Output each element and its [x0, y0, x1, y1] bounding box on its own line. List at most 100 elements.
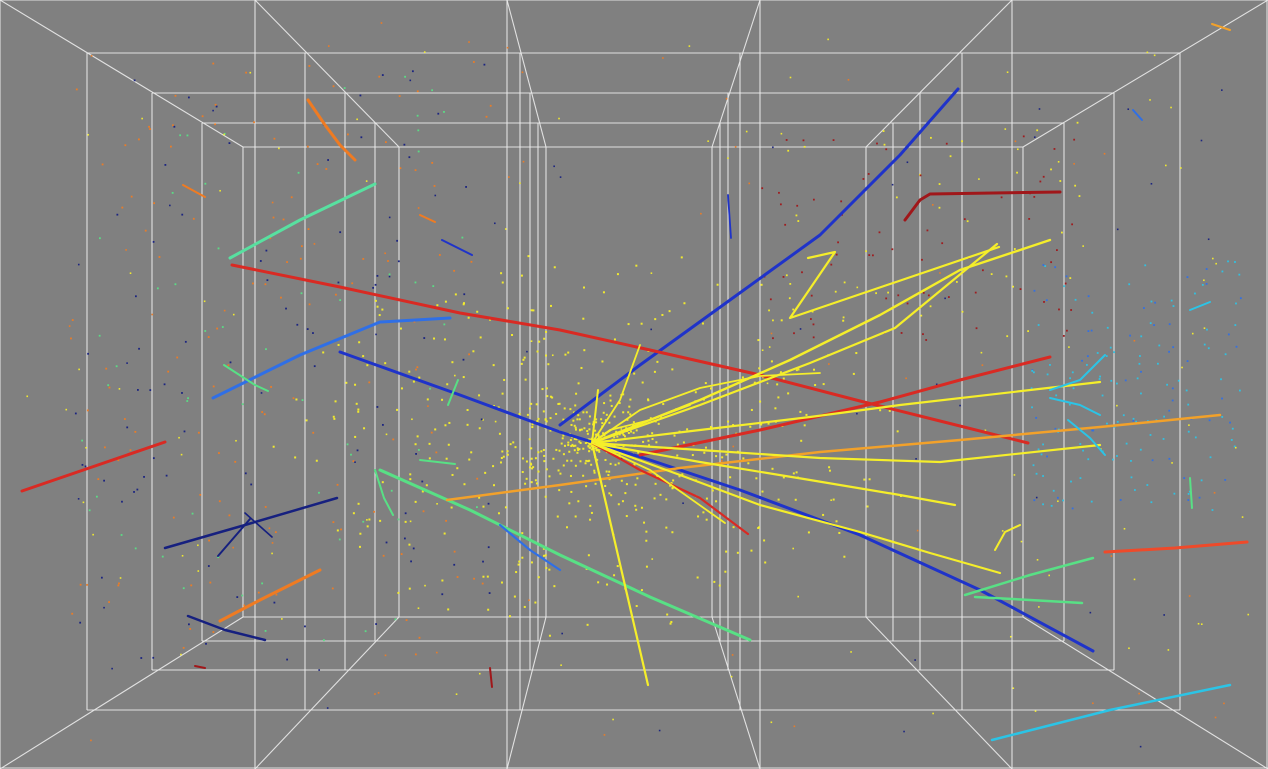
hit-point [670, 620, 673, 623]
hit-point [603, 402, 606, 405]
hit-point [822, 513, 825, 516]
hit-point [1101, 394, 1104, 397]
hit-point [468, 41, 470, 43]
grid-persp-bottom-1 [506, 616, 547, 769]
hit-point [1166, 383, 1168, 386]
hit-point [181, 213, 184, 216]
hit-point [524, 378, 527, 381]
hit-point [827, 38, 829, 41]
hit-point [417, 448, 420, 451]
hit-point [318, 491, 320, 494]
jet-yellow-zig [788, 245, 1001, 320]
hit-point [482, 575, 485, 578]
hit-point [433, 337, 436, 340]
hit-point [334, 400, 337, 403]
hit-point [506, 450, 509, 453]
hit-point [1211, 509, 1214, 511]
hit-point [1133, 578, 1136, 581]
hit-point [1112, 458, 1114, 461]
hit-point [453, 550, 456, 553]
hit-point [1016, 148, 1019, 151]
hit-point [584, 442, 587, 445]
hit-point [228, 514, 231, 517]
hit-point [1138, 692, 1140, 695]
hit-point [408, 156, 411, 159]
hit-point [620, 479, 623, 482]
hit-point [1020, 540, 1023, 543]
hit-point [683, 302, 686, 305]
hit-point [426, 398, 429, 401]
hit-point [609, 399, 612, 402]
hit-point [530, 467, 533, 470]
hit-point [929, 305, 932, 308]
hit-point [1066, 329, 1068, 332]
hit-point [356, 118, 358, 121]
hit-point [68, 325, 71, 327]
hit-point [462, 376, 465, 379]
hit-point [1012, 687, 1015, 690]
hit-point [205, 642, 207, 645]
hit-point [1056, 496, 1059, 499]
hit-point [1187, 430, 1190, 433]
hit-point [432, 285, 435, 288]
hit-point [243, 604, 246, 607]
hit-point [1116, 228, 1119, 231]
hit-point [594, 429, 597, 432]
hit-point [779, 371, 782, 374]
hit-point [126, 426, 129, 429]
hit-point [840, 200, 843, 203]
hit-point [1149, 434, 1152, 436]
hit-point [867, 173, 870, 175]
hit-point [512, 441, 515, 444]
hit-point [521, 457, 524, 460]
hit-point [778, 191, 780, 194]
hit-point [528, 599, 530, 602]
hit-point [569, 408, 572, 411]
hit-point [501, 450, 504, 453]
hit-point [796, 204, 799, 207]
jet-yellow-4 [590, 441, 1102, 464]
hit-point [597, 435, 600, 438]
hit-point [1091, 311, 1094, 314]
hit-point [802, 139, 805, 142]
grid-persp-bottom-2 [711, 616, 761, 769]
hit-point [500, 456, 503, 459]
hit-point [1187, 403, 1190, 406]
hit-point [785, 139, 788, 141]
hit-point [265, 348, 267, 351]
hit-point [544, 354, 547, 357]
yellow-small-right [994, 524, 1021, 551]
track-red-upper [230, 263, 1030, 445]
hit-point [1046, 455, 1048, 458]
hit-point [417, 129, 420, 132]
hit-point [582, 411, 585, 414]
grid-diag-tr [1022, 0, 1268, 148]
hit-point [365, 180, 368, 182]
hit-point [414, 443, 417, 446]
hit-point [333, 417, 336, 420]
hit-point [1036, 559, 1039, 561]
hit-point [528, 407, 531, 410]
hit-point [588, 428, 591, 431]
hit-point [885, 148, 888, 151]
hit-point [1198, 496, 1201, 499]
hit-point [506, 453, 509, 456]
hit-point [761, 490, 764, 493]
hit-point [1096, 352, 1099, 354]
hit-point [567, 351, 570, 354]
hit-point [634, 483, 637, 486]
hit-point [129, 272, 132, 275]
hit-point [530, 561, 533, 564]
hit-point [158, 256, 161, 258]
hit-point [518, 560, 521, 563]
hit-point [1234, 446, 1237, 449]
hit-point [445, 519, 447, 522]
hit-point [900, 332, 903, 334]
hit-point [588, 415, 591, 418]
hit-point [141, 117, 143, 120]
hit-point [761, 187, 764, 190]
hit-point [1231, 427, 1234, 430]
hit-point [557, 402, 560, 405]
